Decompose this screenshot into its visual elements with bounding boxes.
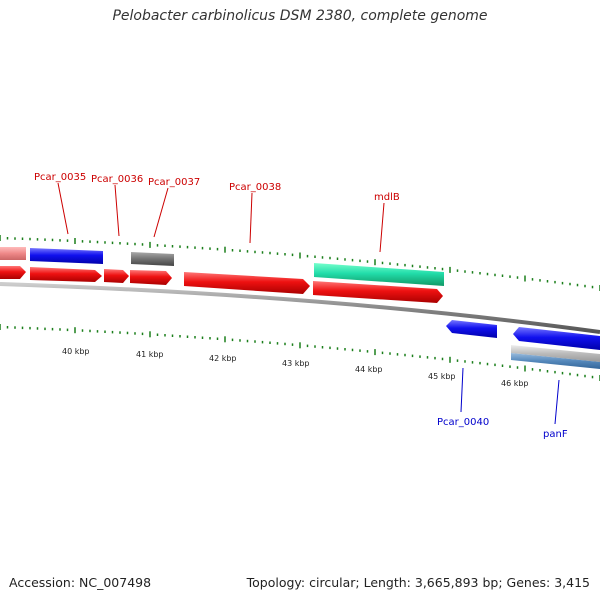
gene-pcar-0037-arrow[interactable] bbox=[130, 270, 172, 285]
gene-pcar-0035-block[interactable] bbox=[30, 248, 103, 264]
gene-pcar-0038-arrow[interactable] bbox=[184, 272, 310, 294]
gene-label-mdlb[interactable]: mdlB bbox=[374, 192, 400, 203]
leader-line-panf bbox=[554, 379, 560, 425]
gene-forward-arrow[interactable] bbox=[0, 266, 26, 279]
gene-steel-segment[interactable] bbox=[511, 353, 600, 369]
gene-label-panf[interactable]: panF bbox=[543, 429, 568, 440]
gene-mdlb-block[interactable] bbox=[314, 263, 444, 286]
leader-line-pcar-0038 bbox=[249, 192, 253, 244]
gene-pcar-0035-arrow[interactable] bbox=[30, 267, 102, 282]
scale-label-43kbp: 43 kbp bbox=[282, 359, 310, 368]
leader-line-pcar-0035 bbox=[57, 182, 69, 235]
gene-pcar-0036-arrow[interactable] bbox=[104, 269, 129, 283]
scale-label-42kbp: 42 kbp bbox=[209, 354, 237, 363]
label-leader-lines bbox=[57, 182, 560, 425]
gene-label-pcar-0038[interactable]: Pcar_0038 bbox=[229, 182, 281, 193]
gene-mdlb-arrow[interactable] bbox=[313, 281, 443, 303]
gene-panf-arrow[interactable] bbox=[513, 327, 600, 350]
gene-label-pcar-0037[interactable]: Pcar_0037 bbox=[148, 177, 200, 188]
map-title: Pelobacter carbinolicus DSM 2380, comple… bbox=[112, 8, 488, 24]
gene-grey-segment[interactable] bbox=[511, 345, 600, 362]
leader-line-mdlb bbox=[379, 202, 385, 253]
gene-label-pcar-0040[interactable]: Pcar_0040 bbox=[437, 417, 489, 428]
gene-label-pcar-0036[interactable]: Pcar_0036 bbox=[91, 174, 143, 185]
leader-line-pcar-0036 bbox=[114, 184, 120, 237]
outer-tick-marks bbox=[0, 235, 600, 291]
scale-label-41kbp: 41 kbp bbox=[136, 350, 164, 359]
leader-line-pcar-0037 bbox=[153, 187, 169, 238]
gene-pcar-0040-arrow[interactable] bbox=[446, 320, 497, 338]
gene-pale-segment[interactable] bbox=[0, 247, 26, 260]
genome-backbone bbox=[0, 282, 600, 334]
gene-pcar-0037-block[interactable] bbox=[131, 252, 174, 266]
inner-tick-marks bbox=[0, 324, 600, 381]
scale-label-45kbp: 45 kbp bbox=[428, 372, 456, 381]
scale-label-46kbp: 46 kbp bbox=[501, 379, 529, 388]
scale-label-40kbp: 40 kbp bbox=[62, 347, 90, 356]
gene-label-pcar-0035[interactable]: Pcar_0035 bbox=[34, 172, 86, 183]
accession-text: Accession: NC_007498 bbox=[9, 575, 152, 590]
genome-summary-text: Topology: circular; Length: 3,665,893 bp… bbox=[246, 575, 590, 590]
scale-label-44kbp: 44 kbp bbox=[355, 365, 383, 374]
leader-line-pcar-0040 bbox=[460, 367, 464, 413]
